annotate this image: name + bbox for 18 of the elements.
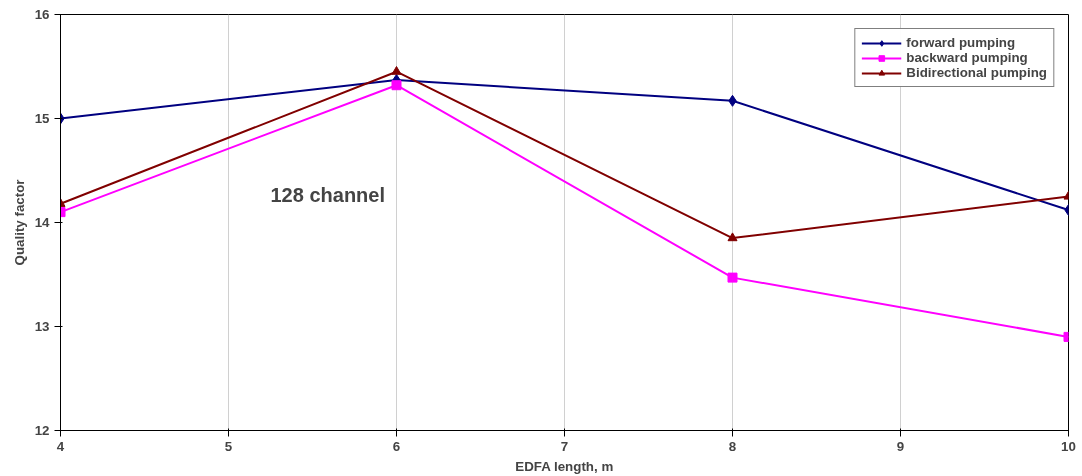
annotation: 128 channel [270, 183, 386, 206]
x-tick-label: 6 [392, 438, 401, 454]
x-tick-label: 5 [224, 438, 233, 454]
y-tick-label: 13 [34, 319, 50, 334]
x-tick-label: 8 [728, 438, 737, 454]
x-tick-label: 10 [1061, 438, 1076, 454]
x-tick-label: 7 [560, 438, 569, 454]
legend-label: forward pumping [906, 35, 1016, 50]
x-axis-title: EDFA length, m [515, 458, 614, 474]
x-tick-label: 9 [896, 438, 905, 454]
y-tick-label: 12 [34, 423, 50, 438]
y-tick-label: 15 [34, 111, 51, 126]
legend-label: backward pumping [906, 50, 1028, 65]
x-tick-label: 4 [56, 438, 65, 454]
y-tick-label: 16 [34, 7, 50, 22]
y-axis-title: Quality factor [11, 179, 27, 266]
y-tick-label: 14 [34, 215, 51, 230]
legend-label: Bidirectional pumping [906, 65, 1047, 80]
